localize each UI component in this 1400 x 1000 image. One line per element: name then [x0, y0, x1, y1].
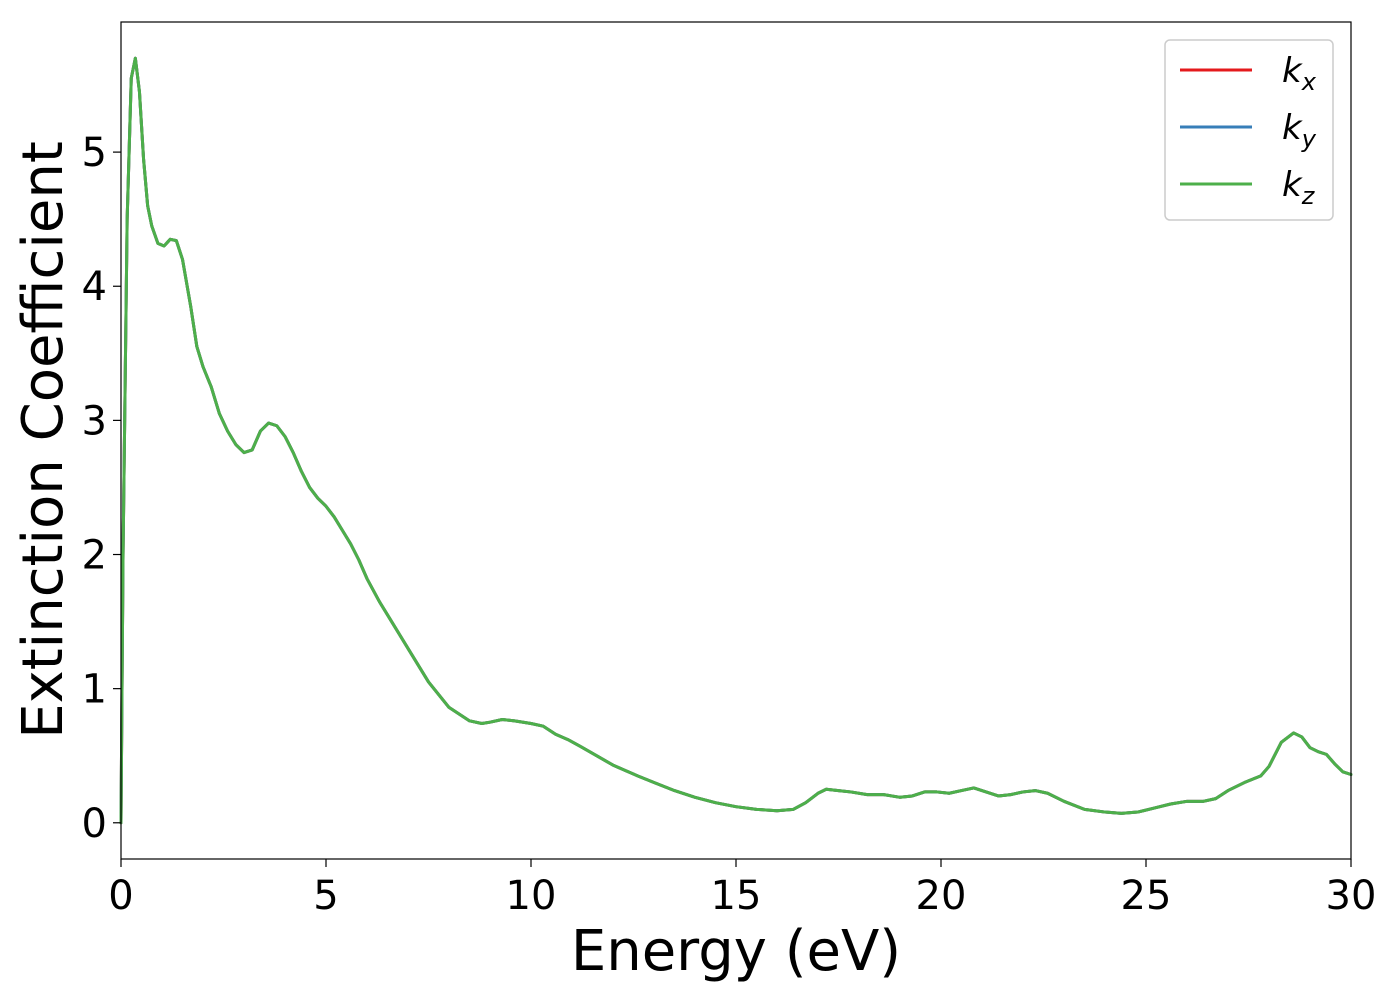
legend-box: [1164, 39, 1334, 221]
plot-area: [121, 22, 1351, 859]
y-axis-title: Extinction Coefficient: [11, 141, 76, 739]
x-axis-ticks: 0 5 10 15 20 25 30: [108, 859, 1376, 919]
series-layer: [119, 56, 1353, 825]
x-tick-label: 10: [506, 873, 557, 919]
x-tick-label: 5: [313, 873, 338, 919]
series-line-kz: [119, 56, 1353, 825]
legend-label-ky: ky: [1282, 108, 1317, 153]
y-tick-label: 5: [82, 130, 107, 176]
y-tick-label: 3: [82, 398, 107, 444]
y-axis-ticks: 0 1 2 3 4 5: [82, 130, 121, 847]
legend-label-kx: kx: [1282, 51, 1317, 96]
x-tick-label: 30: [1326, 873, 1377, 919]
x-tick-label: 15: [711, 873, 762, 919]
legend-label-kz: kz: [1282, 165, 1316, 210]
legend: kx ky kz: [1164, 39, 1334, 221]
y-tick-label: 0: [82, 801, 107, 847]
x-axis-title: Energy (eV): [571, 919, 901, 984]
x-tick-label: 0: [108, 873, 133, 919]
x-tick-label: 25: [1121, 873, 1172, 919]
y-tick-label: 2: [82, 533, 107, 579]
y-tick-label: 1: [82, 667, 107, 713]
x-tick-label: 20: [916, 873, 967, 919]
y-tick-label: 4: [82, 264, 107, 310]
